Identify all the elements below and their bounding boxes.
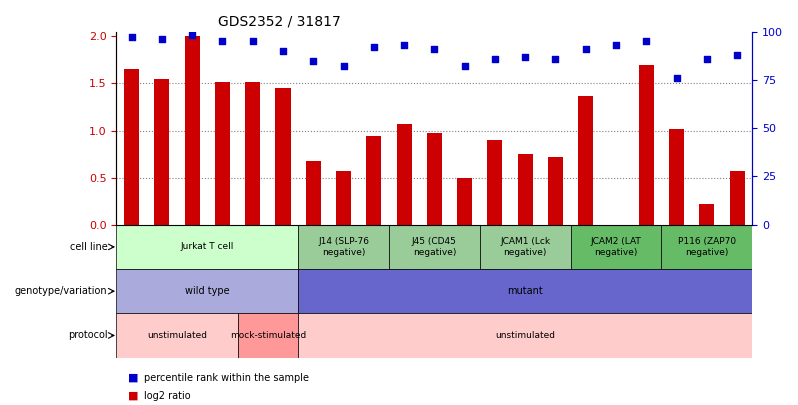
Point xyxy=(156,36,168,43)
Bar xyxy=(245,81,260,225)
FancyBboxPatch shape xyxy=(389,225,480,269)
Bar xyxy=(548,157,563,225)
Bar xyxy=(184,36,200,225)
Text: wild type: wild type xyxy=(185,286,230,296)
Bar xyxy=(457,178,472,225)
Text: JCAM1 (Lck
negative): JCAM1 (Lck negative) xyxy=(500,237,551,257)
FancyBboxPatch shape xyxy=(298,269,753,313)
Point xyxy=(337,63,350,70)
Point xyxy=(216,38,229,45)
Text: J45 (CD45
negative): J45 (CD45 negative) xyxy=(412,237,456,257)
Point xyxy=(670,75,683,81)
Bar xyxy=(275,88,290,225)
Bar xyxy=(579,96,594,225)
Text: J14 (SLP-76
negative): J14 (SLP-76 negative) xyxy=(318,237,369,257)
Point xyxy=(701,55,713,62)
Bar xyxy=(427,133,442,225)
Point xyxy=(579,46,592,52)
Text: unstimulated: unstimulated xyxy=(496,331,555,340)
FancyBboxPatch shape xyxy=(238,313,298,358)
FancyBboxPatch shape xyxy=(117,225,298,269)
Point xyxy=(610,42,622,48)
Bar xyxy=(397,124,412,225)
Bar xyxy=(518,154,533,225)
Text: mutant: mutant xyxy=(508,286,543,296)
FancyBboxPatch shape xyxy=(298,313,753,358)
Text: ■: ■ xyxy=(128,373,138,383)
Point xyxy=(367,44,380,50)
FancyBboxPatch shape xyxy=(662,225,753,269)
Text: Jurkat T cell: Jurkat T cell xyxy=(180,243,234,252)
FancyBboxPatch shape xyxy=(298,225,389,269)
Text: unstimulated: unstimulated xyxy=(147,331,207,340)
Bar xyxy=(488,140,503,225)
Text: P116 (ZAP70
negative): P116 (ZAP70 negative) xyxy=(678,237,736,257)
Text: cell line: cell line xyxy=(69,242,108,252)
Point xyxy=(125,34,138,40)
Text: protocol: protocol xyxy=(68,330,108,341)
Bar xyxy=(215,81,230,225)
Point xyxy=(186,32,199,38)
Point xyxy=(428,46,440,52)
Bar xyxy=(638,66,654,225)
Bar xyxy=(124,69,139,225)
Point xyxy=(458,63,471,70)
Text: GDS2352 / 31817: GDS2352 / 31817 xyxy=(218,15,341,29)
Point xyxy=(277,48,290,54)
Point xyxy=(731,51,744,58)
Point xyxy=(488,55,501,62)
Text: ■: ■ xyxy=(128,391,138,401)
Text: log2 ratio: log2 ratio xyxy=(144,391,190,401)
Text: percentile rank within the sample: percentile rank within the sample xyxy=(144,373,309,383)
Bar xyxy=(729,171,745,225)
FancyBboxPatch shape xyxy=(117,313,238,358)
Text: genotype/variation: genotype/variation xyxy=(14,286,108,296)
Bar xyxy=(366,136,381,225)
Bar xyxy=(154,79,169,225)
Point xyxy=(397,42,410,48)
Bar xyxy=(699,204,714,225)
Point xyxy=(307,57,320,64)
Bar xyxy=(306,161,321,225)
Bar xyxy=(669,129,684,225)
Point xyxy=(640,38,653,45)
FancyBboxPatch shape xyxy=(117,269,298,313)
Text: mock-stimulated: mock-stimulated xyxy=(230,331,306,340)
Point xyxy=(519,53,531,60)
FancyBboxPatch shape xyxy=(480,225,571,269)
Point xyxy=(549,55,562,62)
Point xyxy=(247,38,259,45)
Bar xyxy=(336,171,351,225)
FancyBboxPatch shape xyxy=(571,225,662,269)
Text: JCAM2 (LAT
negative): JCAM2 (LAT negative) xyxy=(591,237,642,257)
